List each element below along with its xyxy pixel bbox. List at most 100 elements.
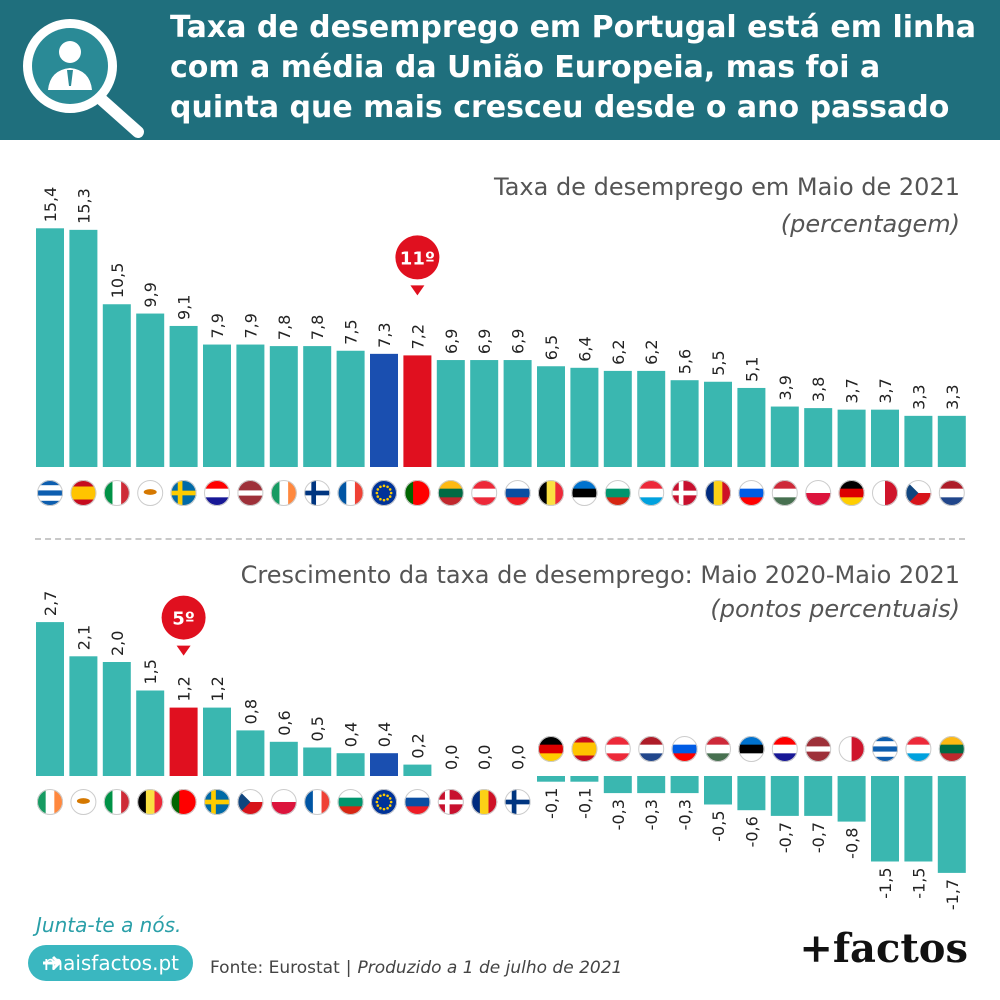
flag-si-icon <box>738 480 765 506</box>
value-label: 7,9 <box>241 313 260 338</box>
value-label: 6,2 <box>609 339 628 364</box>
flag-es-icon <box>70 480 97 506</box>
value-label: -1,5 <box>909 868 928 899</box>
flag-it-icon <box>103 789 130 815</box>
flag-ee-icon <box>738 736 765 762</box>
value-label: 0,4 <box>342 722 361 747</box>
bar <box>303 747 332 776</box>
bar <box>36 228 64 467</box>
value-label: 3,3 <box>943 384 962 409</box>
bar <box>603 370 632 467</box>
bar <box>36 622 64 776</box>
value-label: -0,7 <box>809 822 828 853</box>
flag-cz-icon <box>905 480 932 506</box>
value-label: -1,5 <box>876 868 895 899</box>
bar <box>269 346 298 467</box>
flag-sk-icon <box>504 480 531 506</box>
bar <box>570 367 599 467</box>
value-label: 2,0 <box>108 631 127 656</box>
bar <box>704 381 732 467</box>
flag-lv-icon <box>237 480 264 506</box>
bar <box>804 408 833 467</box>
flag-ie-icon <box>37 789 63 815</box>
bar <box>203 707 231 776</box>
footer-separator: | <box>345 958 352 978</box>
value-label: 7,5 <box>342 319 361 344</box>
value-label: -0,1 <box>542 788 561 819</box>
value-label: 1,2 <box>208 676 227 701</box>
bar <box>236 730 265 776</box>
value-label: 15,4 <box>41 187 60 223</box>
bar <box>370 753 398 776</box>
flag-mt-icon <box>872 480 898 506</box>
site-link-label: maisfactos.pt <box>43 951 179 975</box>
value-label: 6,2 <box>642 339 661 364</box>
flag-de-icon <box>838 480 865 506</box>
value-label: 3,9 <box>776 375 795 400</box>
flag-hr-icon <box>771 736 798 762</box>
flag-lu-icon <box>638 480 665 506</box>
bar <box>570 776 599 782</box>
bar <box>770 406 799 467</box>
rank-badge-label: 11º <box>400 248 435 269</box>
value-label: 5,5 <box>709 350 728 375</box>
rank-badge: 5º <box>161 595 206 656</box>
flag-pl-icon <box>805 480 832 506</box>
flag-ee-icon <box>571 480 598 506</box>
rank-badge: 11º <box>395 235 440 296</box>
bar <box>871 776 899 862</box>
bar <box>904 415 933 467</box>
flag-cz-icon <box>237 789 264 815</box>
bar <box>937 776 966 873</box>
bar <box>303 346 332 467</box>
bar <box>336 350 365 467</box>
bar <box>169 707 198 776</box>
flag-fr-icon <box>337 480 364 506</box>
flag-nl-icon <box>638 736 665 762</box>
bar <box>69 229 98 467</box>
value-label: 6,9 <box>475 329 494 354</box>
value-label: 7,8 <box>308 315 327 340</box>
value-label: 7,8 <box>275 315 294 340</box>
flag-hu-icon <box>771 480 798 506</box>
flag-be-icon <box>538 480 564 506</box>
value-label: 1,5 <box>141 659 160 684</box>
flag-hr-icon <box>204 480 230 506</box>
bar <box>770 776 799 816</box>
value-label: 5,1 <box>742 356 761 381</box>
value-label: 0,0 <box>475 745 494 770</box>
flag-ro-icon <box>705 480 731 506</box>
produced-text: Produzido a 1 de julho de 2021 <box>357 958 623 978</box>
bar <box>102 662 131 776</box>
brand-logo: +factos <box>799 925 968 972</box>
value-label: 2,7 <box>41 591 60 616</box>
bar <box>102 304 131 467</box>
value-label: 1,2 <box>175 676 194 701</box>
site-link-button[interactable]: maisfactos.pt <box>28 945 193 981</box>
flag-at-icon <box>604 736 631 762</box>
value-label: 9,9 <box>141 282 160 307</box>
flag-it-icon <box>103 480 130 506</box>
value-label: 0,0 <box>509 745 528 770</box>
flag-pl-icon <box>270 789 297 815</box>
bar <box>169 325 198 467</box>
flag-bg-icon <box>604 480 631 506</box>
flag-lu-icon <box>905 736 932 762</box>
bar <box>436 360 465 467</box>
flag-gr-icon <box>872 736 898 762</box>
title-line: Taxa de desemprego em Portugal está em l… <box>170 10 976 45</box>
bar <box>837 409 866 467</box>
flag-lt-icon <box>938 736 965 762</box>
bar <box>537 366 565 467</box>
value-label: 0,8 <box>241 699 260 724</box>
flag-pt-icon <box>404 480 431 506</box>
header-banner: Taxa de desemprego em Portugal está em l… <box>0 0 1000 140</box>
flag-fr-icon <box>304 789 331 815</box>
bar <box>670 776 699 794</box>
bar <box>69 656 98 776</box>
bar <box>503 360 532 467</box>
bar <box>236 344 265 467</box>
bar <box>737 776 766 811</box>
value-label: -0,1 <box>575 788 594 819</box>
